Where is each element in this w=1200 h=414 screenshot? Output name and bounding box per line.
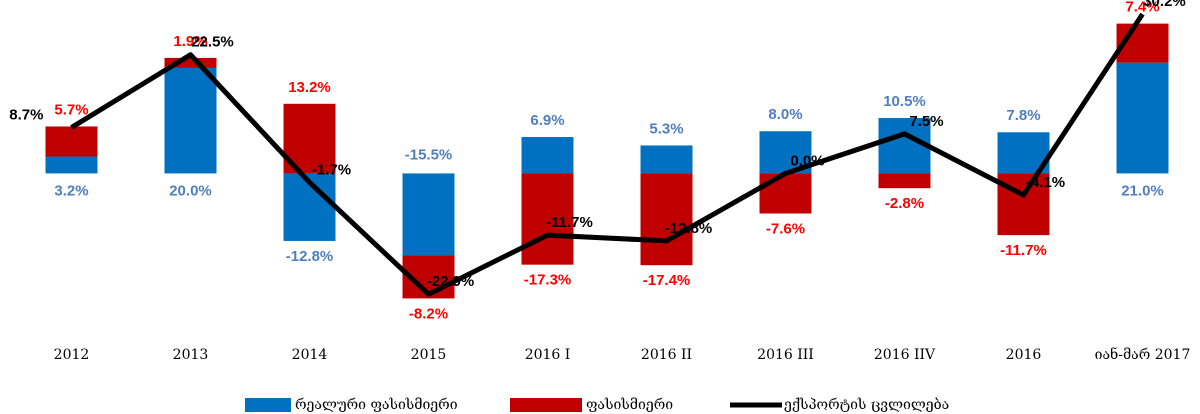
data-label: -4.1% bbox=[1026, 174, 1065, 191]
data-label: -12.8% bbox=[665, 220, 713, 237]
x-tick-label: 2016 IIV bbox=[874, 347, 936, 363]
data-label: 30.2% bbox=[1143, 0, 1186, 10]
x-tick-label: 2016 III bbox=[757, 347, 814, 363]
x-tick-label: იან-მარ 2017 bbox=[1095, 345, 1191, 363]
bar bbox=[164, 57, 217, 68]
data-label: -17.4% bbox=[643, 272, 691, 289]
legend-label: რეალური ფასისმიერი bbox=[295, 396, 458, 413]
bar bbox=[759, 173, 812, 214]
data-label: -11.7% bbox=[546, 214, 593, 231]
bar bbox=[878, 173, 931, 189]
data-label: 8.7% bbox=[9, 106, 43, 123]
data-label: -17.3% bbox=[524, 272, 572, 289]
data-label: -7.6% bbox=[766, 220, 805, 237]
x-tick-label: 2015 bbox=[411, 347, 447, 363]
bar bbox=[640, 173, 693, 266]
data-label: 20.0% bbox=[169, 182, 212, 199]
bar bbox=[1116, 62, 1169, 174]
data-label: 7.4% bbox=[1125, 0, 1159, 16]
legend-label: ექსპორტის ცვლილება bbox=[784, 396, 949, 413]
data-label: 13.2% bbox=[288, 79, 331, 96]
legend-swatch bbox=[245, 398, 291, 412]
bar bbox=[521, 137, 574, 174]
data-label: -8.2% bbox=[409, 305, 448, 322]
x-tick-label: 2016 II bbox=[641, 347, 692, 363]
bar bbox=[521, 173, 574, 265]
data-label: -12.8% bbox=[286, 248, 334, 265]
data-label: 5.3% bbox=[649, 120, 683, 137]
legend-swatch bbox=[510, 398, 582, 412]
data-label: -2.8% bbox=[885, 195, 924, 212]
x-tick-label: 2016 I bbox=[525, 347, 571, 363]
bar bbox=[45, 126, 98, 157]
x-tick-label: 2013 bbox=[173, 347, 209, 363]
bar bbox=[45, 156, 98, 174]
bar bbox=[164, 67, 217, 174]
data-label: 22.5% bbox=[191, 34, 234, 51]
data-label: -1.7% bbox=[312, 161, 351, 178]
x-tick-label: 2016 bbox=[1006, 347, 1042, 363]
data-label: -11.7% bbox=[1000, 242, 1047, 259]
data-label: 7.8% bbox=[1006, 107, 1040, 124]
data-label: 21.0% bbox=[1121, 182, 1164, 199]
bar bbox=[878, 118, 931, 174]
legend-label: ფასისმიერი bbox=[586, 396, 673, 413]
x-tick-label: 2014 bbox=[292, 347, 328, 363]
data-label: -15.5% bbox=[405, 146, 453, 163]
data-label: 8.0% bbox=[768, 106, 802, 123]
data-label: 10.5% bbox=[883, 93, 926, 110]
data-label: 5.7% bbox=[54, 101, 88, 118]
line bbox=[70, 12, 1145, 297]
bar bbox=[640, 145, 693, 174]
data-label: 0.0% bbox=[790, 152, 824, 169]
bar bbox=[402, 173, 455, 256]
data-label: -22.9% bbox=[427, 273, 475, 290]
data-label: 1.9% bbox=[173, 33, 207, 50]
data-label: 3.2% bbox=[54, 182, 88, 199]
data-label: 6.9% bbox=[530, 112, 564, 129]
data-label: 7.5% bbox=[909, 113, 943, 130]
x-tick-label: 2012 bbox=[54, 347, 90, 363]
